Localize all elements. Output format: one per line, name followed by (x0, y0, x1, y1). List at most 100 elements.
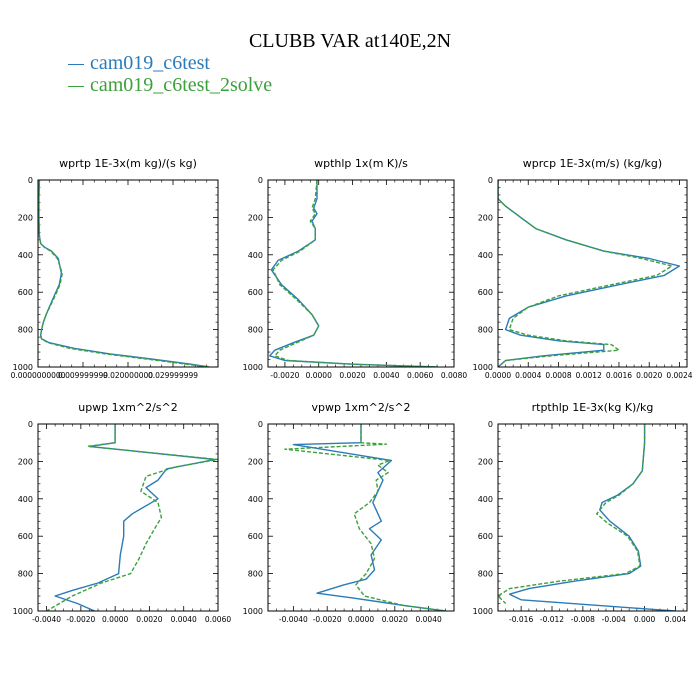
xtick-label-4-0: -0.0040 (279, 615, 308, 624)
panel-frame-2 (497, 179, 688, 368)
xtick-label-0-1: 0.009999999 (58, 371, 108, 380)
series-line-1-1 (272, 180, 438, 367)
xtick-label-0-2: 0.020000000 (103, 371, 153, 380)
panel-3: upwp 1xm^2/s^2 0 200 400 600 800 1000-0.0040 -0… (13, 401, 232, 624)
ytick-label-1-5: 1000 (243, 363, 263, 372)
ytick-label-3-3: 600 (18, 532, 33, 541)
xtick-label-1-0: -0.0020 (270, 371, 299, 380)
ytick-label-5-0: 0 (488, 420, 493, 429)
series-line-3-0 (54, 424, 216, 611)
ytick-label-1-1: 200 (248, 213, 263, 222)
xtick-label-4-4: 0.0040 (416, 615, 442, 624)
series-line-0-0 (38, 180, 210, 367)
xtick-label-5-1: -0.012 (540, 615, 564, 624)
ytick-label-5-4: 800 (478, 570, 493, 579)
ytick-label-4-1: 200 (248, 457, 263, 466)
xtick-label-3-2: 0.0000 (102, 615, 128, 624)
ytick-label-4-4: 800 (248, 570, 263, 579)
xtick-label-3-4: 0.0040 (171, 615, 197, 624)
xtick-label-4-3: 0.0020 (382, 615, 408, 624)
ytick-label-1-0: 0 (258, 176, 263, 185)
series-line-5-0 (508, 424, 676, 611)
series-line-5-1 (498, 424, 646, 605)
xtick-label-3-5: 0.0060 (205, 615, 231, 624)
panel-frame-4 (267, 423, 455, 612)
xtick-label-5-0: -0.016 (509, 615, 533, 624)
xtick-label-2-2: 0.0008 (545, 371, 571, 380)
legend-swatch-1 (68, 85, 84, 87)
panel-title-0: wprtp 1E-3x(m kg)/(s kg) (59, 157, 197, 170)
ytick-label-0-4: 800 (18, 326, 33, 335)
xtick-label-5-2: -0.008 (571, 615, 595, 624)
panel-title-3: upwp 1xm^2/s^2 (78, 401, 178, 414)
ytick-label-2-3: 600 (478, 288, 493, 297)
panel-title-5: rtpthlp 1E-3x(kg K)/kg (532, 401, 654, 414)
ytick-label-0-0: 0 (28, 176, 33, 185)
ytick-label-5-2: 400 (478, 495, 493, 504)
xtick-label-3-1: -0.0020 (66, 615, 95, 624)
panel-frame-0 (37, 179, 219, 368)
ytick-label-2-5: 1000 (473, 363, 493, 372)
series-line-0-1 (38, 180, 210, 367)
xtick-label-2-0: 0.0000 (485, 371, 511, 380)
panel-title-2: wprcp 1E-3x(m/s) (kg/kg) (523, 157, 662, 170)
ytick-label-3-0: 0 (28, 420, 33, 429)
legend-item-0: cam019_c6test (68, 52, 272, 74)
ytick-label-4-3: 600 (248, 532, 263, 541)
legend-swatch-0 (68, 63, 84, 65)
series-line-2-1 (498, 180, 673, 367)
legend-label-0: cam019_c6test (90, 51, 210, 74)
panel-frame-1 (267, 179, 455, 368)
ytick-label-2-1: 200 (478, 213, 493, 222)
series-line-2-0 (498, 180, 681, 367)
ytick-label-2-0: 0 (488, 176, 493, 185)
panel-1: wpthlp 1x(m K)/s 0 200 400 600 800 1000 -0.0020… (243, 157, 468, 380)
xtick-label-4-2: 0.0000 (348, 615, 374, 624)
xtick-label-5-4: 0.000 (634, 615, 656, 624)
legend-label-1: cam019_c6test_2solve (90, 73, 273, 96)
ytick-label-1-2: 400 (248, 251, 263, 260)
panel-title-1: wpthlp 1x(m K)/s (314, 157, 408, 170)
ytick-label-2-2: 400 (478, 251, 493, 260)
panel-4: vpwp 1xm^2/s^2 0 200 400 600 800 1000 -0.0040 -0… (243, 401, 455, 624)
ytick-label-5-5: 1000 (473, 607, 493, 616)
xtick-label-2-4: 0.0016 (606, 371, 632, 380)
ytick-label-1-3: 600 (248, 288, 263, 297)
xtick-label-1-5: 0.0080 (441, 371, 467, 380)
xtick-label-2-6: 0.0024 (666, 371, 692, 380)
panel-title-4: vpwp 1xm^2/s^2 (311, 401, 410, 414)
xtick-label-3-0: -0.0040 (32, 615, 61, 624)
panel-5: rtpthlp 1E-3x(kg K)/kg 0 200 400 600 800 1000 -… (473, 401, 688, 624)
ytick-label-2-4: 800 (478, 326, 493, 335)
ytick-label-5-1: 200 (478, 457, 493, 466)
ytick-label-3-4: 800 (18, 570, 33, 579)
ytick-label-4-2: 400 (248, 495, 263, 504)
ytick-label-1-4: 800 (248, 326, 263, 335)
ytick-label-4-0: 0 (258, 420, 263, 429)
xtick-label-1-4: 0.0060 (407, 371, 433, 380)
xtick-label-3-3: 0.0020 (136, 615, 162, 624)
xtick-label-1-3: 0.0040 (373, 371, 399, 380)
xtick-label-2-1: 0.0004 (515, 371, 541, 380)
ytick-label-0-5: 1000 (13, 363, 33, 372)
series-line-3-1 (46, 424, 218, 611)
panel-0: wprtp 1E-3x(m kg)/(s kg) 0 200 400 600 800 100… (11, 157, 219, 380)
series-line-4-0 (292, 424, 446, 611)
legend: cam019_c6test cam019_c6test_2solve (68, 52, 272, 96)
panel-frame-5 (497, 423, 688, 612)
xtick-label-0-0: 0.0000000000 (11, 371, 66, 380)
ytick-label-5-3: 600 (478, 532, 493, 541)
panel-frame-3 (37, 423, 219, 612)
ytick-label-3-1: 200 (18, 457, 33, 466)
panel-2: wprcp 1E-3x(m/s) (kg/kg) 0 200 400 600 800 100… (473, 157, 693, 380)
xtick-label-0-3: 0.029999999 (148, 371, 198, 380)
ytick-label-0-3: 600 (18, 288, 33, 297)
xtick-label-5-3: -0.004 (602, 615, 626, 624)
xtick-label-4-1: -0.0020 (313, 615, 342, 624)
ytick-label-0-1: 200 (18, 213, 33, 222)
xtick-label-2-3: 0.0012 (576, 371, 602, 380)
xtick-label-5-5: 0.004 (665, 615, 687, 624)
xtick-label-1-1: 0.0000 (306, 371, 332, 380)
series-line-1-0 (269, 180, 438, 367)
